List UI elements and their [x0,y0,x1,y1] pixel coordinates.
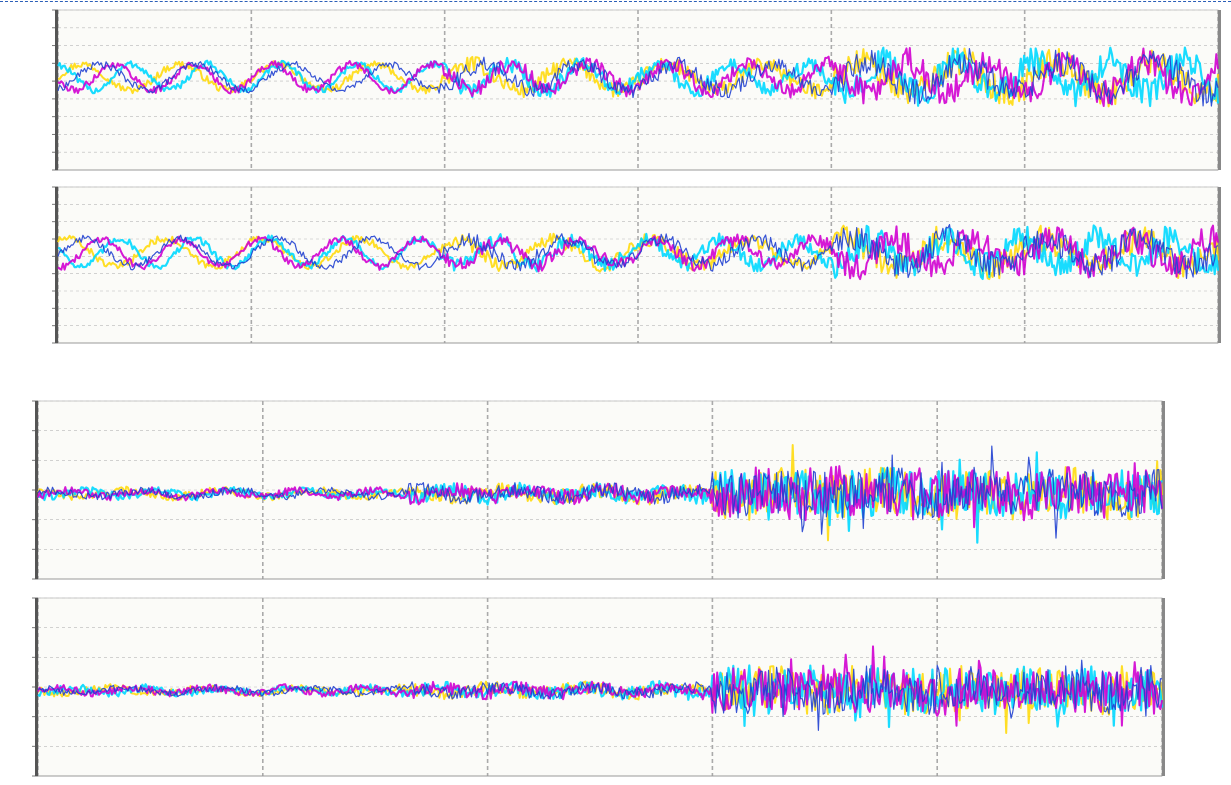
chart-panel-3 [32,400,1165,580]
chart-panel-4 [32,597,1165,777]
series-magenta [37,462,1163,529]
chart-panel-1 [52,9,1221,171]
top-dashed-border [0,1,1231,2]
series-magenta [57,47,1219,107]
left-axis [55,10,58,170]
chart-panel-2 [52,186,1221,344]
series-blue [37,659,1163,731]
series-blue [37,445,1163,539]
right-axis [1162,401,1165,579]
right-axis [1162,598,1165,776]
right-axis [1218,187,1221,343]
series-blue [57,48,1219,107]
series-cyan [57,46,1220,108]
right-axis [1218,10,1221,170]
series-magenta [57,224,1219,281]
left-axis [35,598,38,776]
series-cyan [57,224,1220,280]
left-axis [55,187,58,343]
series-blue [57,224,1219,279]
left-axis [35,401,38,579]
